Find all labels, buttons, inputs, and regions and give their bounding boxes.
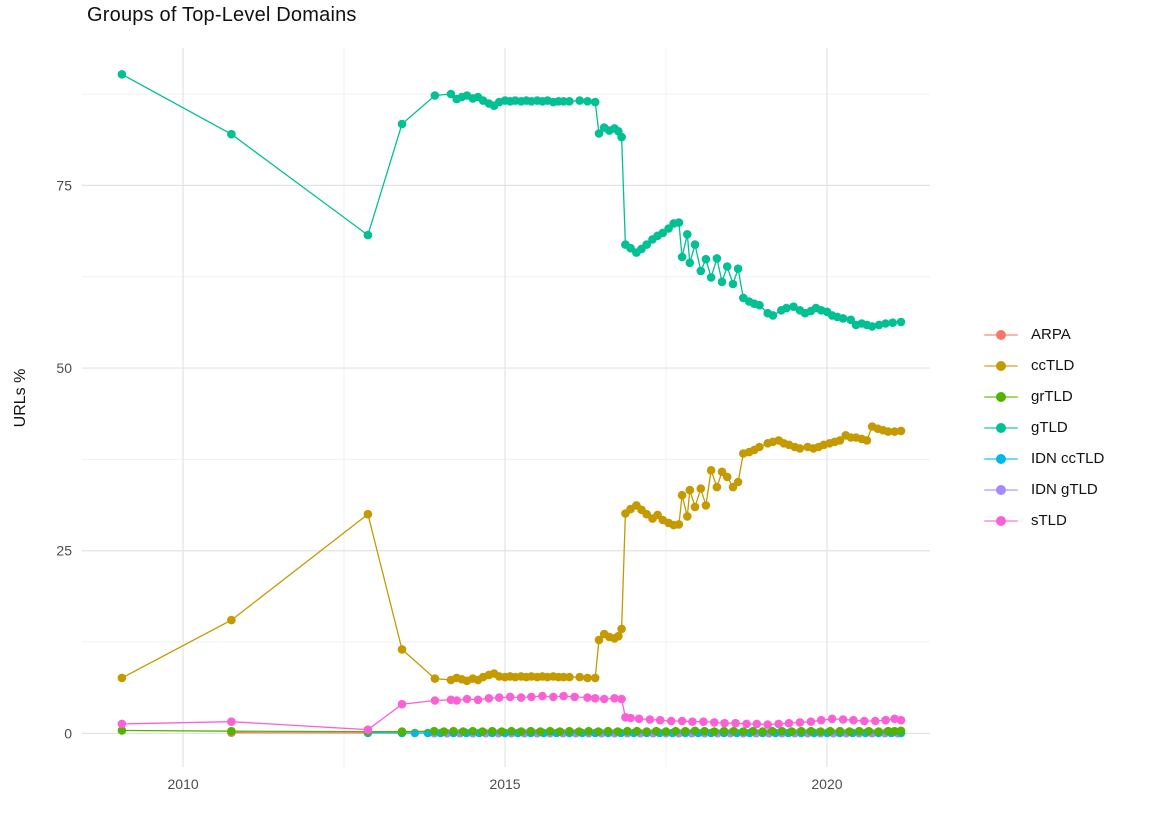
series-stld [117,691,906,734]
y-tick-label: 50 [56,360,72,376]
x-tick-label: 2010 [168,776,199,792]
series-points [117,422,906,686]
legend-label: ccTLD [1031,357,1075,374]
legend-item-stld: sTLD [984,505,1104,536]
legend-label: IDN gTLD [1031,481,1098,498]
legend-label: gTLD [1031,419,1068,436]
x-axis-tick-labels: 2010 2015 2020 [168,776,843,792]
x-tick-label: 2020 [811,776,842,792]
series-points [117,691,906,734]
series-gtld [117,70,906,331]
y-axis-tick-labels: 0 25 50 75 [56,177,72,741]
y-tick-label: 25 [56,543,72,559]
legend-key-icon [984,483,1018,497]
legend-key-icon [984,390,1018,404]
legend-label: sTLD [1031,512,1067,529]
legend-item-idn-gtld: IDN gTLD [984,474,1104,505]
series-points [117,726,906,736]
series-line [121,73,902,328]
y-tick-label: 0 [64,725,72,741]
legend-item-grtld: grTLD [984,381,1104,412]
legend-label: IDN ccTLD [1031,450,1105,467]
grid-minor-lines [82,48,930,767]
legend-key-icon [984,452,1018,466]
x-tick-label: 2015 [489,776,520,792]
legend-item-arpa: ARPA [984,319,1104,350]
y-tick-label: 75 [56,177,72,193]
legend-label: ARPA [1031,326,1071,343]
legend-label: grTLD [1031,388,1073,405]
series-cctld [117,422,906,686]
series-points [117,70,906,331]
grid-major-lines [82,48,930,767]
series-grtld [117,726,906,736]
legend-key-icon [984,328,1018,342]
legend-item-cctld: ccTLD [984,350,1104,381]
series-line [121,695,902,731]
legend-key-icon [984,359,1018,373]
series-line [121,425,902,682]
chart-title: Groups of Top-Level Domains [87,4,357,26]
legend-key-icon [984,514,1018,528]
legend-item-idn-cctld: IDN ccTLD [984,443,1104,474]
legend: ARPA ccTLD grTLD gTLD IDN ccTLD IDN gTLD sTLD [984,319,1104,536]
legend-key-icon [984,421,1018,435]
y-axis-title: URLs % [12,368,29,428]
legend-item-gtld: gTLD [984,412,1104,443]
